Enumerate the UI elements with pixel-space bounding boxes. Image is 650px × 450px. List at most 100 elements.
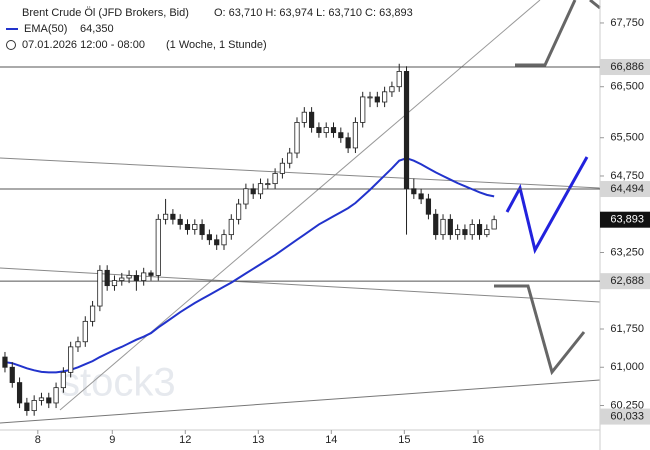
candle-body [141, 272, 147, 281]
candle-body [184, 224, 191, 230]
candle-body [403, 71, 410, 190]
candle-body [338, 132, 344, 139]
watermark: stock3 [60, 361, 176, 405]
candle-body [9, 366, 15, 383]
candle-body [484, 229, 490, 236]
candle-body [31, 400, 37, 412]
candle-body [111, 280, 118, 287]
level-label: 62,688 [610, 275, 644, 287]
trend-line [59, 0, 541, 411]
candle-body [46, 397, 52, 404]
candle-body [104, 269, 110, 287]
candle-body [221, 234, 227, 246]
candle-body [447, 218, 453, 236]
candle-body [192, 224, 198, 230]
candle-body [279, 162, 286, 174]
x-tick-label: 12 [179, 434, 191, 446]
x-tick-label: 14 [325, 434, 337, 446]
candle-body [228, 218, 234, 236]
projection-arrow [589, 0, 601, 10]
candle-body [265, 183, 271, 186]
level-label: 64,494 [610, 183, 644, 195]
candle-body [38, 397, 45, 401]
level-box [600, 181, 650, 198]
candle-body [126, 275, 132, 279]
candle-body [53, 387, 59, 404]
x-tick-label: 9 [109, 434, 115, 446]
candle-body [199, 224, 205, 236]
projection-arrow [505, 156, 589, 255]
candle-body [345, 137, 351, 149]
candle-body [418, 193, 424, 200]
y-tick-label: 61,000 [610, 361, 644, 373]
candle-body [24, 402, 30, 412]
last-price-label: 63,893 [610, 214, 644, 226]
y-tick-label: 60,250 [610, 399, 644, 411]
x-tick-label: 16 [472, 434, 484, 446]
candle-body [170, 213, 176, 220]
candle-body [382, 91, 388, 103]
level-label: 60,033 [610, 410, 644, 422]
candle-body [60, 371, 66, 389]
candle-body [323, 127, 329, 134]
candle-body [367, 96, 373, 99]
candle-body [148, 272, 154, 276]
candle-body [214, 239, 220, 246]
projection-arrow [515, 0, 577, 67]
level-box [600, 273, 650, 290]
candle-body [462, 229, 468, 236]
candle-body [411, 188, 417, 195]
candle-body [2, 356, 8, 368]
candle-body [243, 188, 249, 205]
ema-line [4, 157, 495, 374]
x-tick-label: 8 [35, 434, 41, 446]
candle-body [257, 183, 264, 195]
candle-body [433, 213, 439, 236]
clock-icon [6, 40, 16, 50]
candle-body [360, 96, 366, 123]
chart-title: Brent Crude Öl (JFD Brokers, Bid) [22, 7, 189, 19]
candle-body [177, 218, 183, 225]
candle-body [301, 111, 307, 123]
candle-body [82, 320, 88, 343]
y-tick-label: 66,500 [610, 81, 644, 93]
quote: O: 63,710 H: 63,974 L: 63,710 C: 63,893 [214, 7, 413, 19]
level-box [600, 59, 650, 76]
y-tick-label: 67,750 [610, 17, 644, 29]
candle-body [374, 96, 380, 103]
last-price-box [600, 211, 650, 228]
candle-body [16, 382, 23, 404]
y-tick-label: 64,750 [610, 170, 644, 182]
candle-body [272, 173, 278, 185]
candle-body [352, 122, 359, 149]
candle-body [75, 341, 81, 348]
candle-body [425, 198, 432, 215]
candle-body [133, 275, 139, 281]
candle-body [316, 127, 322, 134]
x-tick-label: 13 [252, 434, 264, 446]
candle-body [469, 224, 475, 236]
legend-label: EMA(50) [24, 23, 67, 35]
projection-arrow [494, 284, 586, 376]
candle-body [396, 71, 402, 88]
candle-body [235, 203, 242, 220]
x-tick-label: 15 [398, 434, 410, 446]
candle-body [97, 269, 103, 307]
period: (1 Woche, 1 Stunde) [166, 39, 267, 51]
legend-value: 64,350 [80, 23, 114, 35]
candle-body [491, 219, 497, 230]
candle-body [389, 86, 395, 93]
candle-body [330, 127, 337, 134]
candle-body [287, 152, 293, 164]
candle-body [206, 234, 212, 241]
candle-body [294, 122, 300, 154]
candle-body [309, 111, 315, 128]
candle-body [155, 218, 161, 276]
y-tick-label: 63,250 [610, 246, 644, 258]
candle-body [162, 213, 169, 220]
candle-body [455, 229, 461, 236]
candle-body [89, 305, 96, 322]
y-tick-label: 61,750 [610, 323, 644, 335]
trend-line [0, 379, 601, 424]
